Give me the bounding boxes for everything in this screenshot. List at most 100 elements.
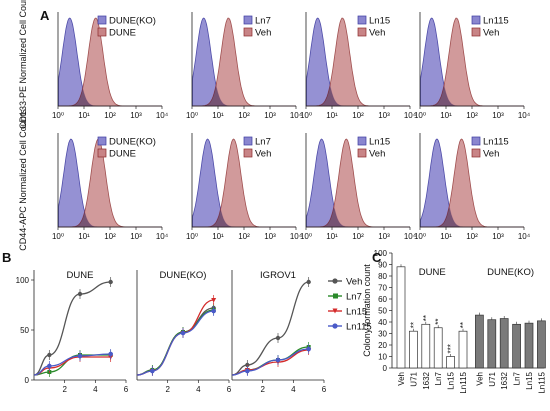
x-tick-label: 10³ (378, 111, 390, 120)
legend-label: Ln7 (346, 292, 362, 303)
histogram-overlap (306, 86, 410, 106)
histogram-overlap (192, 86, 296, 106)
legend-label: Ln115 (483, 16, 509, 27)
y-tick-label: 50 (378, 307, 387, 316)
legend-swatch (357, 148, 367, 158)
x-tick-label: 10³ (378, 232, 390, 241)
legend-label: Ln15 (369, 16, 390, 27)
x-tick-label: Veh (397, 372, 406, 386)
legend-swatch (243, 136, 253, 146)
y-tick-label: 100 (374, 249, 388, 258)
x-tick-label: 10⁰ (300, 111, 312, 120)
legend-swatch (471, 148, 481, 158)
series-line (231, 281, 309, 376)
histogram-overlap (420, 207, 524, 227)
data-point (47, 363, 52, 369)
y-tick-label: 90 (378, 261, 387, 270)
bar (421, 323, 431, 369)
x-tick-label: 10³ (264, 111, 276, 120)
x-tick-label: Ln15 (525, 371, 534, 389)
legend-swatch (357, 15, 367, 25)
data-point (306, 279, 311, 285)
legend-marker (333, 293, 338, 299)
legend-label: Veh (346, 277, 362, 288)
series-line (33, 281, 111, 376)
x-tick-label: 6 (322, 385, 327, 394)
significance-label: ** (434, 319, 443, 325)
chart-title: DUNE(KO) (160, 270, 207, 281)
x-tick-label: 10³ (130, 111, 142, 120)
x-tick-label: 2 (62, 385, 67, 394)
series-line (136, 307, 214, 376)
x-tick-label: 6 (227, 385, 232, 394)
significance-label: ** (422, 315, 431, 321)
line-chart: IGROV1 2 4 6 (231, 270, 327, 394)
x-tick-label: 10¹ (212, 111, 224, 120)
data-point (245, 368, 250, 374)
series-line (231, 348, 309, 376)
histogram-overlap (420, 86, 524, 106)
data-point (180, 330, 186, 336)
legend-swatch (243, 148, 253, 158)
x-tick-label: 10⁰ (414, 232, 426, 241)
x-tick-label: 10⁴ (404, 111, 417, 120)
legend-label: Ln15 (369, 137, 390, 148)
significance-label: *** (447, 344, 456, 353)
x-tick-label: 10² (352, 232, 364, 241)
growth-line-charts: DUNE 2 4 6 0 50 100 DUNE(KO) 2 4 6 IGROV1 2 4 6 Veh Ln7 L… (16, 270, 372, 394)
x-tick-label: 10² (104, 232, 116, 241)
x-tick-label: Veh (475, 372, 484, 386)
bar (458, 330, 468, 369)
x-tick-label: U71 (409, 371, 418, 386)
x-tick-label: 10⁴ (290, 232, 303, 241)
legend-label: DUNE (109, 149, 136, 160)
legend-marker (332, 278, 338, 284)
data-point (211, 298, 217, 303)
x-tick-label: 10² (238, 111, 250, 120)
line-chart: DUNE(KO) 2 4 6 (136, 270, 232, 394)
panel-label-b: B (2, 250, 11, 265)
legend-marker (332, 308, 338, 314)
x-tick-label: 4 (196, 385, 201, 394)
legend-label: DUNE (109, 28, 136, 39)
chart-title: IGROV1 (260, 270, 296, 281)
x-tick-label: 10¹ (78, 111, 90, 120)
x-tick-label: 6 (124, 385, 129, 394)
x-tick-label: 10⁰ (186, 232, 198, 241)
x-tick-label: 10⁴ (156, 111, 169, 120)
histogram-overlap (58, 88, 162, 106)
legend-swatch (243, 15, 253, 25)
histogram-overlap (58, 211, 162, 227)
chart-title: DUNE (67, 270, 94, 281)
legend-swatch (97, 148, 107, 158)
significance-label: ** (409, 322, 418, 328)
x-tick-label: Ln15 (447, 371, 456, 389)
data-point (211, 308, 216, 314)
legend-label: Veh (483, 28, 499, 39)
histogram-overlap (192, 209, 296, 227)
panel-label-a: A (40, 8, 50, 23)
y-tick-label: 80 (378, 272, 387, 281)
legend-swatch (471, 27, 481, 37)
x-tick-label: 10² (104, 111, 116, 120)
data-point (150, 368, 155, 374)
series-line (136, 309, 214, 376)
bar (499, 318, 509, 369)
x-tick-label: 10¹ (78, 232, 90, 241)
data-point (306, 346, 311, 352)
flow-histogram: 10⁰ 10¹ 10² 10³ 10⁴ DUNE(KO)DUNE (52, 12, 169, 120)
x-tick-label: 10⁰ (52, 111, 64, 120)
panel-b: B DUNE 2 4 6 0 50 100 DUNE(KO) 2 4 6 IGROV1 2 4 6 Veh Ln… (2, 250, 372, 394)
x-tick-label: Ln115 (459, 371, 468, 393)
x-tick-label: 10³ (130, 232, 142, 241)
x-tick-label: 2 (165, 385, 170, 394)
row-y-label: CD133-PE Normalized Cell Counts (18, 0, 28, 129)
x-tick-label: 10¹ (440, 232, 452, 241)
line-legend: Veh Ln7 Ln15 Ln115 (328, 277, 372, 333)
group-label: DUNE(KO) (487, 267, 534, 278)
